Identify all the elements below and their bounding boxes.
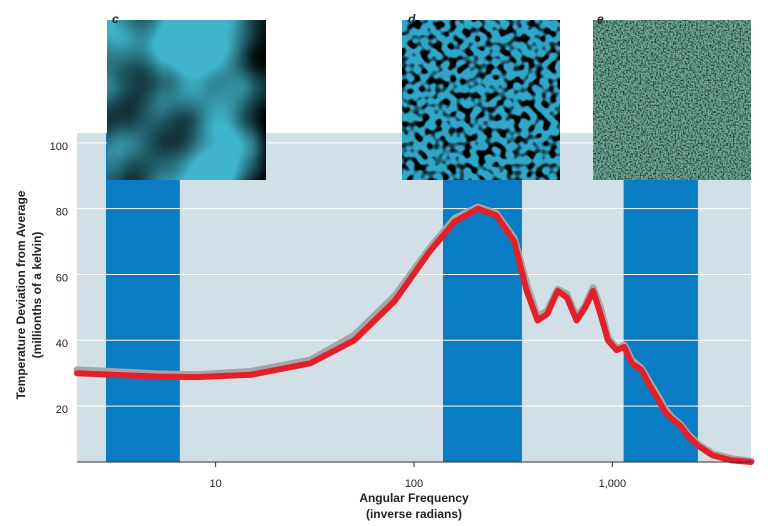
panel-e bbox=[593, 20, 751, 180]
band bbox=[442, 133, 522, 462]
panel-c bbox=[107, 20, 266, 180]
y-tick-label: 80 bbox=[56, 207, 68, 219]
panel-d bbox=[402, 20, 560, 180]
y-tick-label: 20 bbox=[56, 404, 68, 416]
x-tick-label: 1,000 bbox=[599, 478, 627, 490]
y-tick-label: 40 bbox=[56, 338, 68, 350]
panel-label: d bbox=[408, 12, 416, 26]
y-tick-label: 100 bbox=[50, 141, 68, 153]
x-tick-label: 10 bbox=[210, 478, 222, 490]
panel-label: c bbox=[112, 12, 119, 26]
x-axis-title: Angular Frequency bbox=[359, 491, 469, 505]
panel-label: e bbox=[597, 12, 604, 26]
panel-texture bbox=[593, 20, 751, 180]
panel-texture bbox=[402, 20, 560, 180]
y-axis-title: Temperature Deviation from Average bbox=[14, 190, 28, 399]
band bbox=[105, 133, 180, 462]
plot-area bbox=[73, 133, 755, 465]
y-axis-subtitle: (millionths of a kelvin) bbox=[30, 232, 44, 359]
y-tick-label: 60 bbox=[56, 272, 68, 284]
texture-panels bbox=[107, 20, 751, 180]
x-tick-label: 100 bbox=[405, 478, 423, 490]
panel-texture bbox=[107, 20, 266, 180]
band bbox=[623, 133, 698, 462]
x-axis-subtitle: (inverse radians) bbox=[366, 507, 462, 521]
series-line bbox=[74, 205, 754, 465]
